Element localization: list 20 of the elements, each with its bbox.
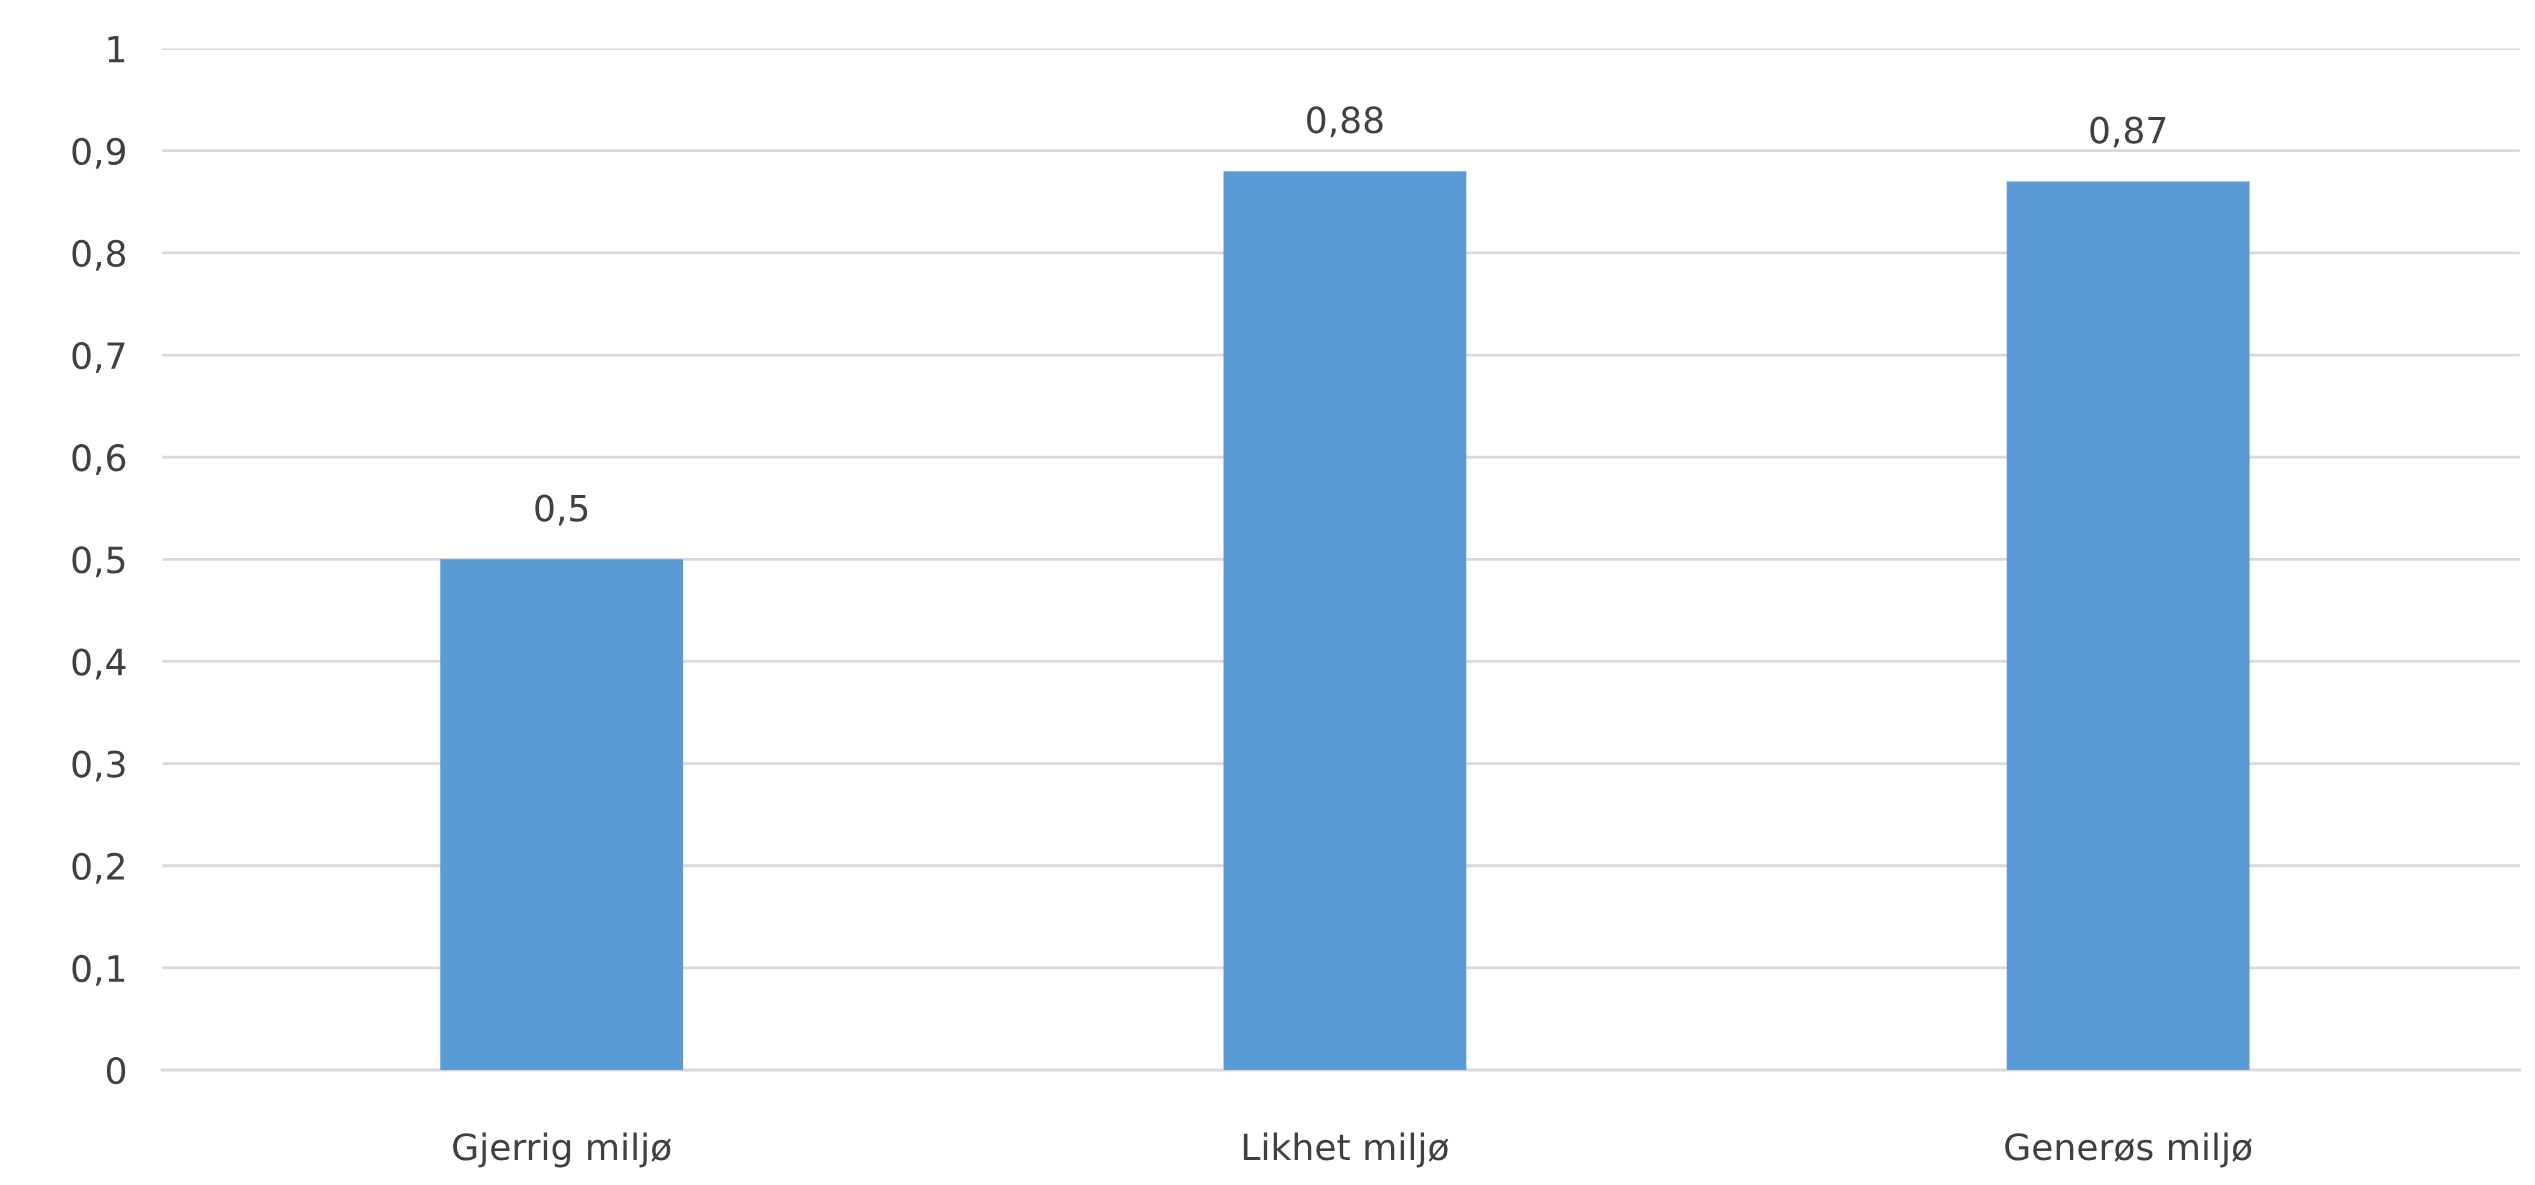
y-tick-label: 0,4 (72, 648, 126, 680)
bar (2006, 181, 2250, 1071)
y-tick-label: 0 (106, 1056, 126, 1085)
data-label: 0,87 (2090, 116, 2166, 148)
data-label: 0,88 (1307, 106, 1383, 138)
y-tick-label: 1 (108, 35, 125, 63)
x-tick-label: Generøs miljø (2005, 1132, 2252, 1168)
bar (1223, 171, 1467, 1071)
y-tick-label: 0,6 (72, 444, 126, 476)
y-tick-label: 0,1 (72, 954, 125, 986)
x-tick-label: Gjerrig miljø (453, 1132, 671, 1168)
y-tick-label: 0,2 (72, 852, 124, 884)
y-tick-label: 0,7 (72, 341, 125, 373)
data-label: 0,5 (535, 494, 588, 526)
y-tick-label: 0,5 (72, 546, 125, 578)
x-tick-label: Likhet miljø (1243, 1132, 1449, 1168)
y-tick-label: 0,8 (72, 239, 126, 271)
bar (440, 559, 684, 1071)
y-tick-label: 0,3 (72, 750, 125, 782)
y-tick-label: 0,9 (72, 137, 125, 169)
